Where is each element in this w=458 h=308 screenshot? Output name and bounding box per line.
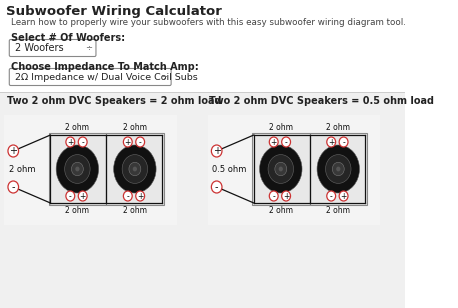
Text: -: - — [11, 182, 15, 192]
Text: -: - — [69, 192, 72, 201]
Circle shape — [133, 167, 137, 171]
Text: -: - — [342, 138, 345, 147]
Text: Subwoofer Wiring Calculator: Subwoofer Wiring Calculator — [6, 5, 222, 18]
Bar — [0, 0, 405, 100]
Text: -: - — [273, 192, 275, 201]
Circle shape — [136, 137, 145, 147]
Text: +: + — [213, 146, 221, 156]
Bar — [106, 133, 164, 205]
Text: -: - — [82, 138, 84, 147]
Text: 2 ohm: 2 ohm — [269, 206, 293, 215]
Text: +: + — [283, 192, 289, 201]
Text: +: + — [340, 192, 347, 201]
Circle shape — [212, 181, 222, 193]
Text: +: + — [328, 138, 334, 147]
Circle shape — [65, 155, 90, 183]
FancyBboxPatch shape — [9, 68, 171, 86]
Circle shape — [327, 137, 336, 147]
Circle shape — [282, 137, 290, 147]
Bar — [310, 133, 367, 205]
Text: 0.5 ohm: 0.5 ohm — [212, 164, 246, 173]
Text: +: + — [137, 192, 143, 201]
Text: 2 ohm: 2 ohm — [123, 123, 147, 132]
Text: -: - — [139, 138, 142, 147]
Circle shape — [8, 181, 19, 193]
Bar — [208, 115, 380, 225]
Text: 2 ohm: 2 ohm — [326, 123, 350, 132]
Circle shape — [123, 137, 132, 147]
Text: +: + — [125, 138, 131, 147]
Text: +: + — [9, 146, 17, 156]
Circle shape — [66, 137, 75, 147]
Circle shape — [129, 162, 141, 176]
Text: ÷: ÷ — [85, 43, 92, 52]
Circle shape — [268, 155, 294, 183]
Text: Select # Of Woofers:: Select # Of Woofers: — [11, 33, 125, 43]
Circle shape — [269, 137, 278, 147]
Text: Two 2 ohm DVC Speakers = 0.5 ohm load: Two 2 ohm DVC Speakers = 0.5 ohm load — [209, 96, 434, 106]
Circle shape — [56, 145, 98, 193]
Text: Learn how to properly wire your subwoofers with this easy subwoofer wiring diagr: Learn how to properly wire your subwoofe… — [11, 18, 405, 27]
Text: 2 ohm: 2 ohm — [269, 123, 293, 132]
Circle shape — [8, 145, 19, 157]
Bar — [252, 133, 310, 205]
Circle shape — [260, 145, 302, 193]
Text: Two 2 ohm DVC Speakers = 2 ohm load: Two 2 ohm DVC Speakers = 2 ohm load — [7, 96, 222, 106]
Text: +: + — [67, 138, 73, 147]
Circle shape — [78, 137, 87, 147]
Text: 2 ohm: 2 ohm — [326, 206, 350, 215]
Circle shape — [336, 167, 340, 171]
Circle shape — [275, 162, 287, 176]
Text: Choose Impedance To Match Amp:: Choose Impedance To Match Amp: — [11, 62, 198, 72]
Circle shape — [333, 162, 344, 176]
Text: 2 ohm: 2 ohm — [9, 164, 35, 173]
Text: -: - — [215, 182, 218, 192]
Circle shape — [136, 191, 145, 201]
Circle shape — [269, 191, 278, 201]
Bar — [49, 133, 106, 205]
Text: 2 ohm: 2 ohm — [123, 206, 147, 215]
Text: 2 ohm: 2 ohm — [65, 206, 89, 215]
Circle shape — [71, 162, 83, 176]
Circle shape — [122, 155, 147, 183]
Text: 2 ohm: 2 ohm — [65, 123, 89, 132]
Circle shape — [114, 145, 156, 193]
Circle shape — [339, 137, 348, 147]
Circle shape — [66, 191, 75, 201]
Circle shape — [75, 167, 80, 171]
Bar — [5, 115, 177, 225]
Text: -: - — [285, 138, 288, 147]
Circle shape — [123, 191, 132, 201]
Text: ÷: ÷ — [160, 72, 167, 82]
Circle shape — [327, 191, 336, 201]
FancyBboxPatch shape — [9, 39, 96, 56]
Text: 2Ω Impedance w/ Dual Voice Coil Subs: 2Ω Impedance w/ Dual Voice Coil Subs — [15, 72, 198, 82]
Circle shape — [212, 145, 222, 157]
Text: +: + — [271, 138, 277, 147]
Text: 2 Woofers: 2 Woofers — [15, 43, 64, 53]
Text: -: - — [126, 192, 129, 201]
Circle shape — [78, 191, 87, 201]
Circle shape — [278, 167, 283, 171]
Bar — [0, 92, 405, 308]
Text: -: - — [330, 192, 333, 201]
Circle shape — [317, 145, 360, 193]
Circle shape — [326, 155, 351, 183]
Circle shape — [282, 191, 290, 201]
Circle shape — [339, 191, 348, 201]
Text: +: + — [80, 192, 86, 201]
